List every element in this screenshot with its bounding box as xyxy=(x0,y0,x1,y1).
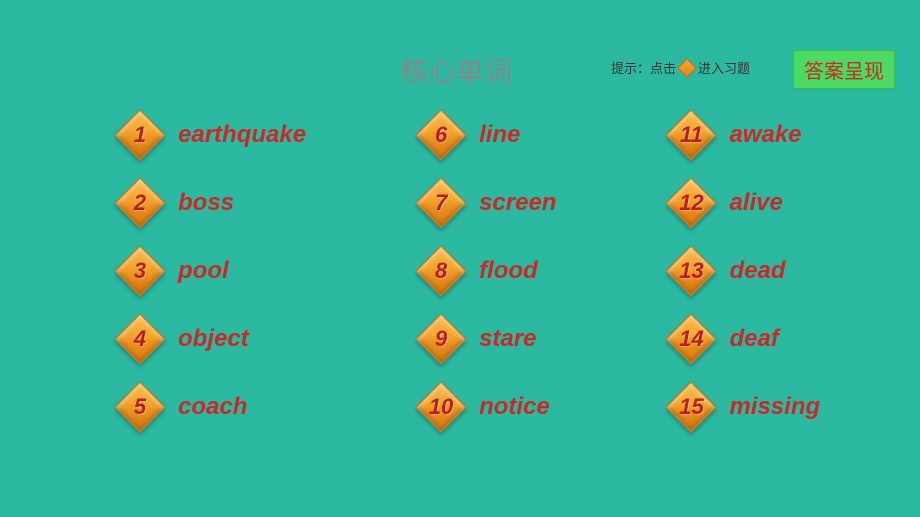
number-diamond-icon: 2 xyxy=(120,183,160,223)
word-label: coach xyxy=(178,393,247,421)
word-item[interactable]: 5 coach xyxy=(120,387,306,427)
item-number: 6 xyxy=(435,122,447,148)
answer-button[interactable]: 答案呈现 xyxy=(793,50,895,89)
number-diamond-icon: 10 xyxy=(421,387,461,427)
item-number: 10 xyxy=(429,394,453,420)
number-diamond-icon: 15 xyxy=(671,387,711,427)
number-diamond-icon: 11 xyxy=(671,115,711,155)
number-diamond-icon: 7 xyxy=(421,183,461,223)
item-number: 15 xyxy=(679,394,703,420)
number-diamond-icon: 1 xyxy=(120,115,160,155)
word-label: screen xyxy=(479,189,556,217)
item-number: 12 xyxy=(679,190,703,216)
item-number: 3 xyxy=(134,258,146,284)
word-item[interactable]: 8 flood xyxy=(421,251,556,291)
word-item[interactable]: 2 boss xyxy=(120,183,306,223)
word-label: stare xyxy=(479,325,536,353)
item-number: 7 xyxy=(435,190,447,216)
hint-suffix: 进入习题 xyxy=(698,58,750,77)
column-1: 1 earthquake 2 boss 3 pool 4 object xyxy=(120,115,306,427)
word-label: pool xyxy=(178,257,229,285)
number-diamond-icon: 6 xyxy=(421,115,461,155)
number-diamond-icon: 14 xyxy=(671,319,711,359)
number-diamond-icon: 12 xyxy=(671,183,711,223)
word-label: alive xyxy=(729,189,782,217)
item-number: 13 xyxy=(679,258,703,284)
word-label: notice xyxy=(479,393,550,421)
word-label: boss xyxy=(178,189,234,217)
word-label: missing xyxy=(729,393,820,421)
word-label: earthquake xyxy=(178,121,306,149)
word-label: line xyxy=(479,121,520,149)
item-number: 9 xyxy=(435,326,447,352)
word-item[interactable]: 1 earthquake xyxy=(120,115,306,155)
hint-prefix: 提示：点击 xyxy=(611,58,676,77)
word-item[interactable]: 15 missing xyxy=(671,387,820,427)
word-item[interactable]: 14 deaf xyxy=(671,319,820,359)
word-item[interactable]: 13 dead xyxy=(671,251,820,291)
word-item[interactable]: 12 alive xyxy=(671,183,820,223)
number-diamond-icon: 3 xyxy=(120,251,160,291)
item-number: 4 xyxy=(134,326,146,352)
item-number: 5 xyxy=(134,394,146,420)
item-number: 14 xyxy=(679,326,703,352)
number-diamond-icon: 4 xyxy=(120,319,160,359)
item-number: 8 xyxy=(435,258,447,284)
word-item[interactable]: 10 notice xyxy=(421,387,556,427)
hint-text: 提示：点击 进入习题 xyxy=(611,58,750,77)
item-number: 1 xyxy=(134,122,146,148)
number-diamond-icon: 5 xyxy=(120,387,160,427)
word-item[interactable]: 6 line xyxy=(421,115,556,155)
word-label: awake xyxy=(729,121,801,149)
word-item[interactable]: 7 screen xyxy=(421,183,556,223)
item-number: 11 xyxy=(680,122,703,148)
word-label: flood xyxy=(479,257,538,285)
number-diamond-icon: 9 xyxy=(421,319,461,359)
column-3: 11 awake 12 alive 13 dead 14 deaf xyxy=(671,115,820,427)
number-diamond-icon: 8 xyxy=(421,251,461,291)
word-item[interactable]: 9 stare xyxy=(421,319,556,359)
word-label: dead xyxy=(729,257,785,285)
word-item[interactable]: 3 pool xyxy=(120,251,306,291)
number-diamond-icon: 13 xyxy=(671,251,711,291)
word-item[interactable]: 4 object xyxy=(120,319,306,359)
column-2: 6 line 7 screen 8 flood 9 stare xyxy=(421,115,556,427)
word-label: deaf xyxy=(729,325,778,353)
word-label: object xyxy=(178,325,249,353)
word-item[interactable]: 11 awake xyxy=(671,115,820,155)
diamond-icon xyxy=(677,58,697,78)
item-number: 2 xyxy=(134,190,146,216)
page-title: 核心单词 xyxy=(400,50,512,90)
